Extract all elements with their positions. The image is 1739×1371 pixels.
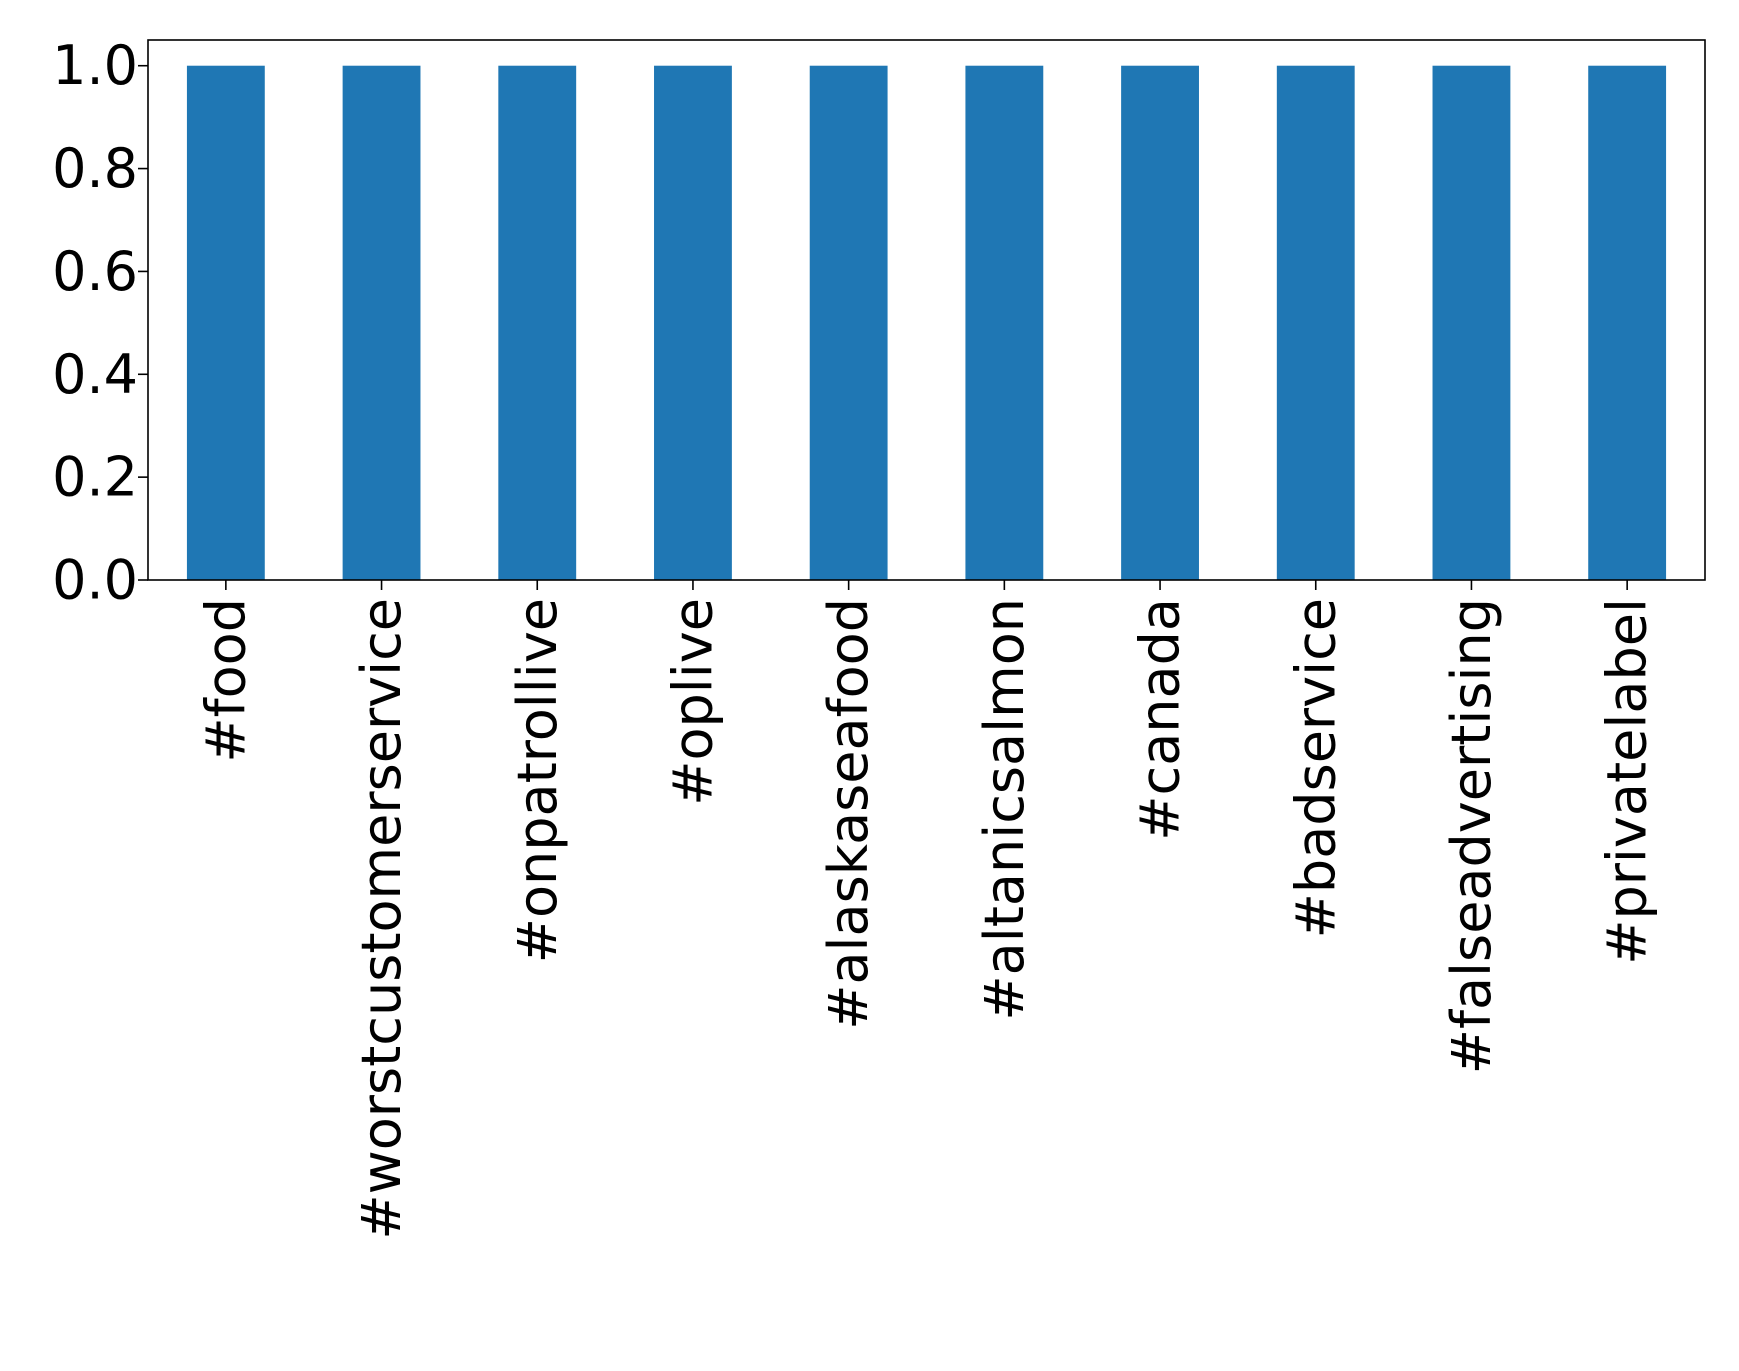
y-axis: 0.0 0.2 0.4 0.6 0.8 1.0 [52,34,148,612]
bar-falseadvertising [1432,65,1511,580]
x-tick-label: #falseadvertising [1440,598,1503,1074]
x-tick-label: #food [194,598,257,763]
bar-onpatrollive [498,65,577,580]
y-tick-label: 1.0 [52,34,138,97]
y-tick-label: 0.0 [52,549,138,612]
x-tick-label: #altanicsalmon [973,598,1036,1021]
bar-worstcustomerservice [342,65,421,580]
bars-group [186,65,1667,580]
x-tick-label: #privatelabel [1596,598,1659,965]
x-tick-label: #badservice [1284,598,1347,938]
x-axis: #food #worstcustomerservice #onpatrollive #… [194,580,1659,1240]
x-tick-label: #alaskaseafood [817,598,880,1030]
y-tick-label: 0.6 [52,240,138,303]
y-tick-label: 0.4 [52,343,138,406]
bar-oplive [654,65,732,580]
bar-altanicsalmon [965,65,1044,580]
y-tick-label: 0.8 [52,137,138,200]
x-tick-label: #worstcustomerservice [350,598,413,1240]
x-tick-label: #canada [1129,598,1192,841]
bar-alaskaseafood [809,65,888,580]
y-tick-label: 0.2 [52,446,138,509]
bar-food [186,65,265,580]
bar-canada [1121,65,1199,580]
bar-badservice [1276,65,1355,580]
x-tick-label: #oplive [661,598,724,806]
x-tick-label: #onpatrollive [506,598,569,963]
bar-privatelabel [1588,65,1667,580]
plot-frame [147,39,1706,581]
